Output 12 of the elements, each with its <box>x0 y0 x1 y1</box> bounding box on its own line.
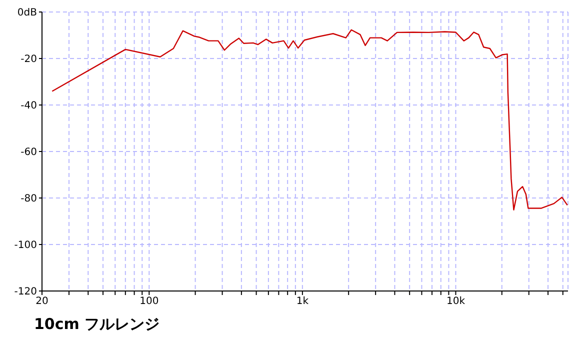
x-tick-label: 10k <box>446 296 466 308</box>
x-tick-label: 100 <box>140 296 159 308</box>
x-tick-label: 1k <box>296 296 309 308</box>
y-tick-label: -20 <box>20 54 37 66</box>
y-tick-label: -100 <box>14 240 37 252</box>
y-tick-label: 0dB <box>17 8 38 19</box>
text: 10cm フルレンジ <box>33 315 161 334</box>
y-tick-label: -60 <box>20 147 37 158</box>
y-tick-label: -80 <box>20 194 37 205</box>
x-tick-label: 20 <box>36 296 48 308</box>
y-tick-label: -40 <box>20 100 37 112</box>
y-tick-label: -120 <box>14 286 37 298</box>
